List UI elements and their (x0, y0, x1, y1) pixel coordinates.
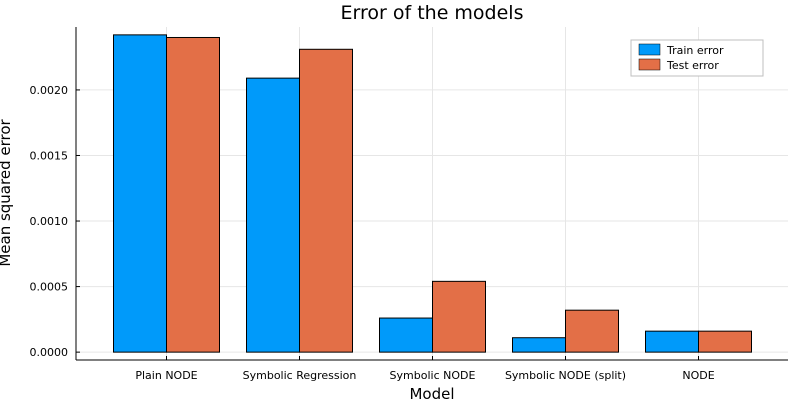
y-tick-label: 0.0005 (30, 281, 69, 294)
x-tick-label: Symbolic NODE (390, 369, 476, 382)
x-tick-label: Symbolic NODE (split) (505, 369, 626, 382)
bar-train-1 (246, 77, 300, 353)
bar-train-4 (645, 330, 699, 353)
legend-swatch-train (638, 43, 661, 56)
x-axis-label: Model (409, 385, 454, 400)
bar-test-3 (565, 309, 619, 353)
x-tick-label: NODE (682, 369, 714, 382)
bar-test-1 (299, 48, 353, 353)
legend-label-test: Test error (666, 59, 719, 72)
bars (113, 34, 752, 353)
chart-title: Error of the models (341, 2, 524, 24)
legend: Train error Test error (630, 39, 764, 77)
bar-train-2 (379, 317, 433, 353)
legend-swatch-test (638, 58, 661, 71)
y-axis-label: Mean squared error (0, 118, 14, 266)
y-tick-label: 0.0000 (30, 346, 69, 359)
y-tick-label: 0.0015 (30, 149, 69, 162)
x-ticks: Plain NODE Symbolic Regression Symbolic NO… (135, 356, 715, 382)
bar-test-2 (432, 280, 486, 353)
y-tick-label: 0.0010 (30, 215, 69, 228)
x-tick-label: Plain NODE (135, 369, 197, 382)
bar-train-0 (113, 34, 167, 353)
y-ticks: 0.0000 0.0005 0.0010 0.0015 0.0020 (30, 84, 80, 359)
bar-test-0 (166, 36, 220, 353)
legend-label-train: Train error (666, 44, 724, 57)
bar-train-3 (512, 337, 566, 353)
x-tick-label: Symbolic Regression (243, 369, 357, 382)
y-tick-label: 0.0020 (30, 84, 69, 97)
bar-test-4 (698, 330, 752, 353)
